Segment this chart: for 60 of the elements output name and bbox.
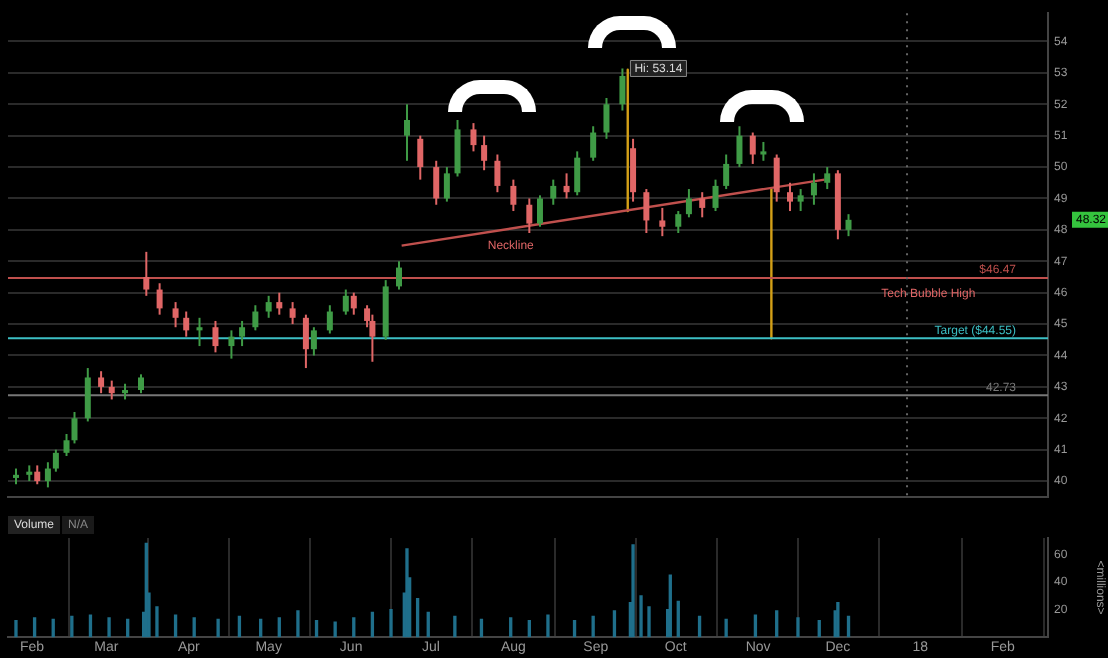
candlestick xyxy=(143,250,150,297)
candlestick xyxy=(510,178,517,213)
candlestick xyxy=(787,181,793,213)
candlestick xyxy=(34,464,41,486)
candlestick xyxy=(403,103,410,162)
candlestick xyxy=(302,313,309,370)
candlestick xyxy=(630,137,637,203)
candlestick xyxy=(156,282,163,316)
candlestick xyxy=(44,461,51,489)
candlestick xyxy=(619,67,626,112)
candlestick xyxy=(470,122,477,153)
candlestick xyxy=(396,260,402,291)
candlestick xyxy=(350,291,357,316)
candlestick xyxy=(675,210,682,235)
candlestick xyxy=(342,288,349,316)
candlestick xyxy=(212,319,219,354)
candlestick xyxy=(810,172,817,206)
candlestick xyxy=(494,153,501,194)
candlestick xyxy=(228,329,235,360)
candlestick xyxy=(550,178,557,206)
candlestick xyxy=(699,191,706,219)
candlestick xyxy=(574,150,581,197)
candlestick xyxy=(723,153,730,191)
candlestick xyxy=(685,188,692,219)
candlestick xyxy=(736,125,743,169)
candlestick xyxy=(481,134,488,172)
candlestick xyxy=(369,313,376,363)
candlestick xyxy=(239,319,246,348)
candlestick xyxy=(52,448,59,473)
candlestick xyxy=(172,301,179,329)
candlestick xyxy=(137,373,144,395)
candlestick xyxy=(603,96,610,140)
candlestick xyxy=(590,125,597,162)
candlestick xyxy=(773,153,780,203)
candlestick xyxy=(196,316,203,348)
candlestick xyxy=(797,188,804,213)
candlestick xyxy=(536,194,543,228)
candlestick xyxy=(326,304,333,335)
candlestick xyxy=(454,118,461,178)
candlestick xyxy=(183,310,190,338)
candlestick xyxy=(98,370,105,395)
candlestick xyxy=(659,206,666,238)
candlestick xyxy=(760,140,767,162)
candlestick xyxy=(433,159,440,206)
candlestick xyxy=(712,178,719,213)
candlestick xyxy=(289,301,296,326)
candlestick xyxy=(845,213,852,238)
candlestick xyxy=(265,294,272,319)
candlestick xyxy=(84,367,91,423)
candlestick xyxy=(276,291,283,316)
candlestick xyxy=(310,326,317,357)
candlestick xyxy=(824,166,831,191)
candlestick xyxy=(643,188,650,235)
candlestick xyxy=(526,197,533,235)
candlestick xyxy=(749,131,756,165)
candlestick xyxy=(563,172,570,200)
candlestick xyxy=(252,304,259,332)
candlestick xyxy=(417,134,424,181)
candlestick xyxy=(108,379,115,401)
candlestick xyxy=(443,166,450,203)
